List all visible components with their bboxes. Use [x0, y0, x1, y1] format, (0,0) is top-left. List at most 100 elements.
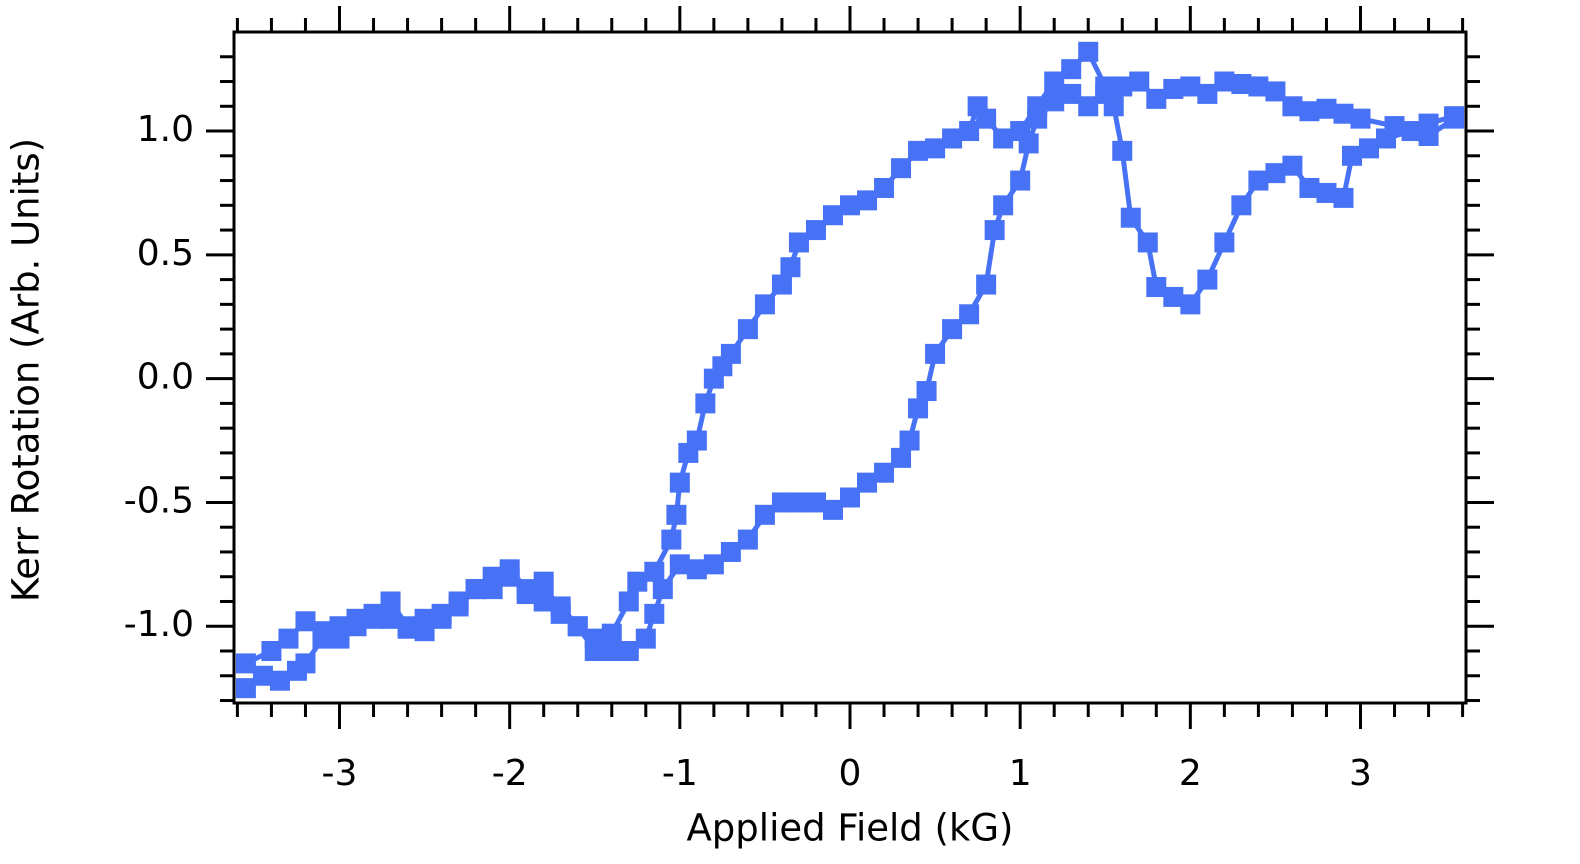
marker — [1231, 73, 1252, 94]
marker — [959, 304, 980, 325]
marker — [627, 571, 648, 592]
x-tick-label: 0 — [839, 753, 862, 794]
marker — [1018, 133, 1039, 154]
marker — [601, 623, 622, 644]
marker — [448, 596, 469, 617]
marker — [754, 504, 775, 525]
marker — [891, 447, 912, 468]
marker — [1359, 138, 1380, 159]
marker — [925, 343, 946, 364]
marker — [567, 616, 588, 637]
marker — [703, 554, 724, 575]
marker — [678, 442, 699, 463]
marker — [1214, 232, 1235, 253]
y-tick-label: -1.0 — [124, 604, 194, 645]
marker — [601, 641, 622, 662]
marker — [295, 653, 316, 674]
marker — [235, 678, 256, 699]
marker — [805, 220, 826, 241]
marker — [1137, 232, 1158, 253]
marker — [397, 616, 418, 637]
marker — [1299, 101, 1320, 122]
marker — [1214, 71, 1235, 92]
marker — [278, 628, 299, 649]
marker — [967, 96, 988, 117]
marker — [618, 591, 639, 612]
marker — [550, 596, 571, 617]
marker — [925, 138, 946, 159]
y-tick-label: 0.0 — [137, 357, 194, 398]
marker — [984, 220, 1005, 241]
marker — [1010, 170, 1031, 191]
marker — [1180, 294, 1201, 315]
marker — [666, 504, 687, 525]
marker — [1078, 96, 1099, 117]
marker — [805, 492, 826, 513]
marker — [584, 628, 605, 649]
marker — [942, 319, 963, 340]
y-axis-label: Kerr Rotation (Arb. Units) — [5, 138, 48, 602]
marker — [703, 368, 724, 389]
marker — [695, 393, 716, 414]
marker — [1180, 76, 1201, 97]
marker — [669, 472, 690, 493]
x-axis-label: Applied Field (kG) — [687, 807, 1014, 850]
marker — [1444, 108, 1465, 129]
marker — [652, 579, 673, 600]
marker — [1265, 163, 1286, 184]
x-tick-label: -1 — [662, 753, 698, 794]
marker — [1282, 155, 1303, 176]
marker — [857, 472, 878, 493]
marker — [1248, 76, 1269, 97]
marker — [942, 128, 963, 149]
marker — [380, 591, 401, 612]
marker — [533, 591, 554, 612]
marker — [1163, 286, 1184, 307]
marker — [661, 529, 682, 550]
marker — [822, 499, 843, 520]
marker — [1197, 83, 1218, 104]
marker — [1248, 170, 1269, 191]
marker — [644, 561, 665, 582]
marker — [618, 641, 639, 662]
marker — [1418, 125, 1439, 146]
marker — [533, 571, 554, 592]
marker — [771, 492, 792, 513]
marker — [720, 541, 741, 562]
series-line — [244, 49, 1455, 666]
marker — [788, 492, 809, 513]
x-tick-label: 3 — [1349, 753, 1372, 794]
marker — [1333, 103, 1354, 124]
marker — [1112, 140, 1133, 161]
marker — [822, 205, 843, 226]
marker — [686, 559, 707, 580]
marker — [1103, 96, 1124, 117]
marker — [874, 177, 895, 198]
marker — [771, 274, 792, 295]
marker — [431, 603, 452, 624]
marker — [1044, 71, 1065, 92]
x-tick-label: -3 — [322, 753, 358, 794]
marker — [329, 628, 350, 649]
x-tick-label: -2 — [492, 753, 528, 794]
marker — [857, 190, 878, 211]
marker — [269, 670, 290, 691]
marker — [1078, 41, 1099, 62]
marker — [993, 128, 1014, 149]
marker — [1282, 96, 1303, 117]
marker — [908, 398, 929, 419]
marker — [669, 554, 690, 575]
marker — [840, 195, 860, 216]
marker — [346, 616, 367, 637]
marker — [1061, 83, 1082, 104]
marker — [754, 294, 775, 315]
marker — [780, 257, 801, 278]
marker — [976, 274, 997, 295]
marker — [252, 665, 273, 686]
marker — [635, 628, 656, 649]
marker — [1120, 207, 1141, 228]
marker — [363, 608, 384, 629]
marker — [737, 529, 758, 550]
